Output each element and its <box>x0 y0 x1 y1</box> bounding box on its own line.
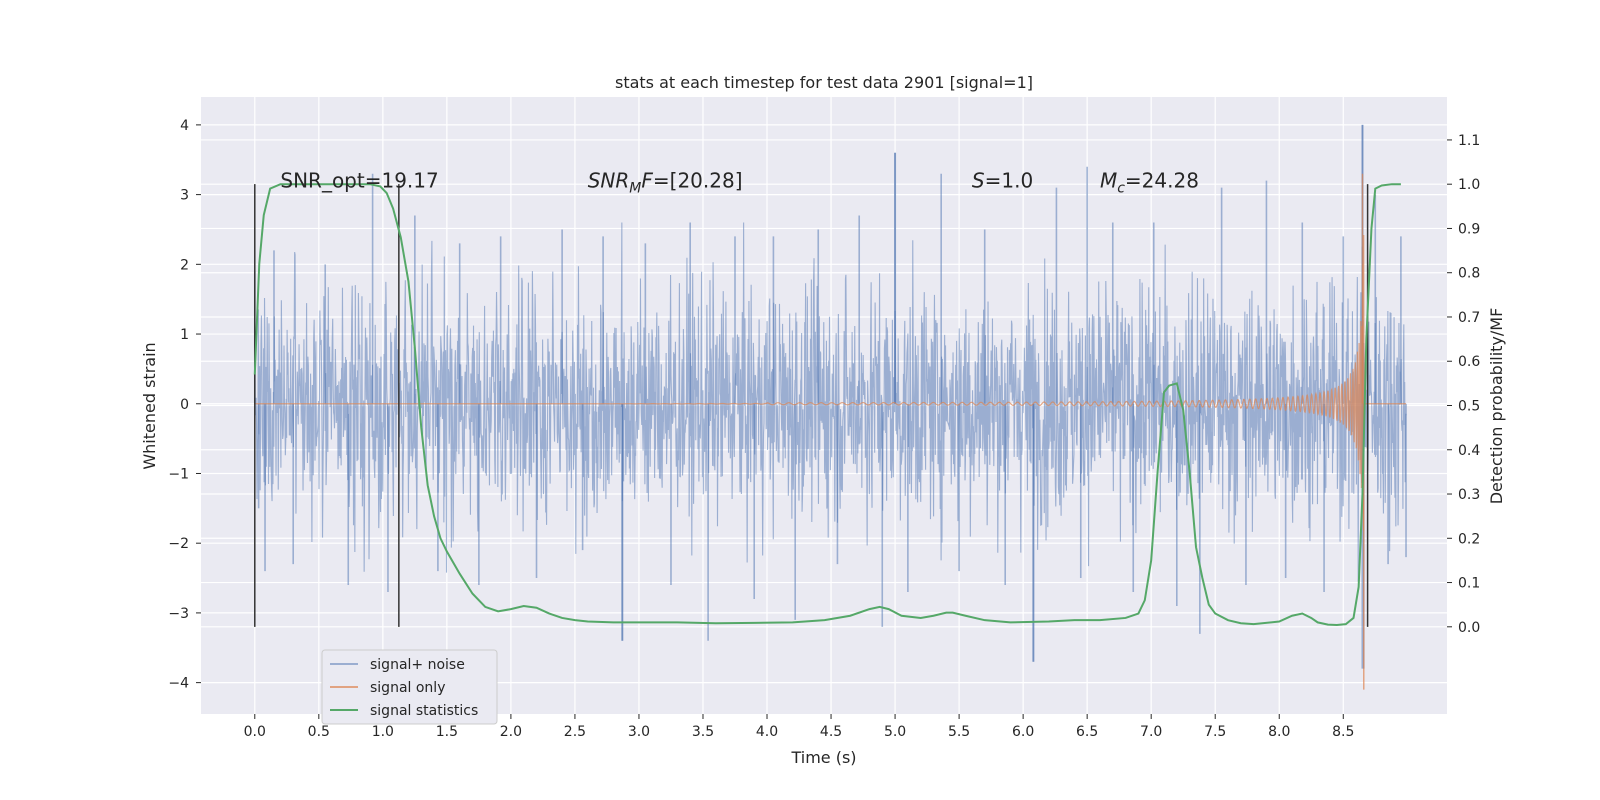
noise-line <box>254 222 1407 582</box>
y2-tick-label: 0.7 <box>1458 310 1480 326</box>
x-tick-label: 8.0 <box>1268 724 1290 740</box>
x-tick-label: 0.0 <box>244 724 266 740</box>
legend: signal+ noise signal only signal statistic… <box>321 649 498 725</box>
statistics-line <box>253 183 1401 627</box>
signal-line <box>254 234 1407 531</box>
x-tick-label: 3.5 <box>692 724 714 740</box>
y-tick-label: −3 <box>168 606 189 622</box>
legend-label: signal+ noise <box>370 657 465 673</box>
x-axis: 0.0 0.5 1.0 1.5 2.0 2.5 3.0 3.5 4.0 4.5 5.0 5.5 6.0 6… <box>244 714 1354 740</box>
annotation-snr_opt: SNR_opt=19.17 <box>280 169 438 193</box>
x-tick-label: 6.5 <box>1076 724 1098 740</box>
annotation-s: S=1.0 <box>972 169 1033 193</box>
annotation-snr_mf: SNRMF=[20.28] <box>588 169 743 197</box>
x-tick-label: 7.0 <box>1140 724 1162 740</box>
y-tick-label: −4 <box>168 676 189 692</box>
x-tick-label: 4.5 <box>820 724 842 740</box>
legend-label: signal statistics <box>370 703 478 719</box>
y-tick-label: −1 <box>168 466 189 482</box>
y2-axis-title: Detection probability/MF <box>1487 308 1506 505</box>
annotations: SNR_opt=19.17 SNRMF=[20.28] S=1.0 Mc=24.28 <box>280 169 1199 197</box>
y2-tick-label: 0.0 <box>1458 620 1480 636</box>
y-tick-label: 2 <box>180 257 189 273</box>
x-axis-title: Time (s) <box>790 748 856 767</box>
y-tick-label: −2 <box>168 536 189 552</box>
y2-tick-label: 1.0 <box>1458 177 1480 193</box>
x-tick-label: 4.0 <box>756 724 778 740</box>
y-tick-label: 1 <box>180 327 189 343</box>
x-tick-label: 0.5 <box>308 724 330 740</box>
x-tick-label: 8.5 <box>1332 724 1354 740</box>
x-tick-label: 2.5 <box>564 724 586 740</box>
y-tick-label: 4 <box>180 118 189 134</box>
x-tick-label: 1.0 <box>372 724 394 740</box>
y-tick-label: 0 <box>180 397 189 413</box>
x-tick-label: 7.5 <box>1204 724 1226 740</box>
x-tick-label: 5.5 <box>948 724 970 740</box>
vertical-markers <box>254 184 1369 627</box>
x-tick-label: 6.0 <box>1012 724 1034 740</box>
series-signal-statistics <box>253 183 1401 627</box>
y2-tick-label: 0.9 <box>1458 221 1480 237</box>
y2-tick-label: 0.6 <box>1458 354 1480 370</box>
x-tick-label: 5.0 <box>884 724 906 740</box>
y2-tick-label: 1.1 <box>1458 133 1480 149</box>
x-tick-label: 2.0 <box>500 724 522 740</box>
y-tick-label: 3 <box>180 188 189 204</box>
y-axis-title: Whitened strain <box>140 342 159 469</box>
chart-title: stats at each timestep for test data 290… <box>615 73 1033 92</box>
y2-tick-label: 0.5 <box>1458 399 1480 415</box>
x-tick-label: 3.0 <box>628 724 650 740</box>
annotation-mc: Mc=24.28 <box>1100 169 1199 197</box>
legend-box <box>321 649 498 725</box>
y2-tick-label: 0.4 <box>1458 443 1480 459</box>
y-axis-left: 4 3 2 1 0 −1 −2 −3 −4 <box>168 118 201 692</box>
legend-label: signal only <box>370 680 445 696</box>
y-axis-right: 1.1 1.0 0.9 0.8 0.7 0.6 0.5 0.4 0.3 0.2 0.1 0.0 <box>1447 133 1480 636</box>
y2-tick-label: 0.8 <box>1458 266 1480 282</box>
y2-tick-label: 0.2 <box>1458 531 1480 547</box>
y2-tick-label: 0.1 <box>1458 576 1480 592</box>
x-tick-label: 1.5 <box>436 724 458 740</box>
y2-tick-label: 0.3 <box>1458 487 1480 503</box>
